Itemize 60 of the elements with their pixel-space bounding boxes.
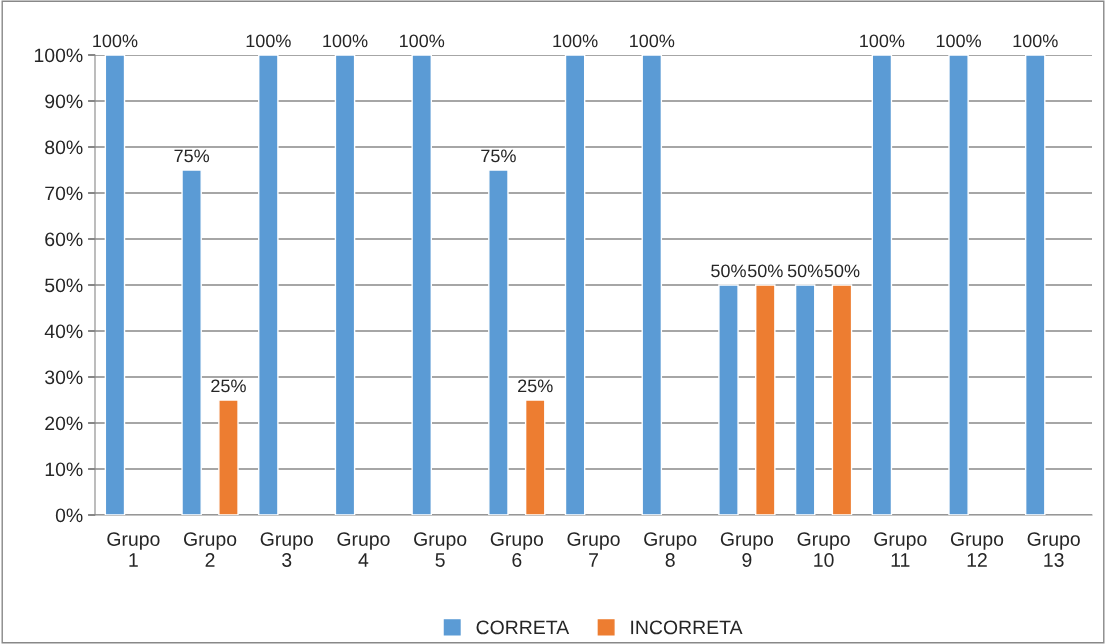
- bar: [871, 55, 893, 515]
- y-tick-label: 30%: [45, 370, 83, 385]
- data-label: 25%: [211, 379, 246, 393]
- bar: [948, 55, 969, 515]
- y-tick-label: 50%: [45, 278, 83, 293]
- bar: [1024, 55, 1046, 515]
- x-tick-label: Grupo 4: [337, 532, 390, 567]
- data-label: 50%: [824, 264, 860, 278]
- data-label: 50%: [711, 264, 746, 278]
- x-tick-label: Grupo 13: [1027, 532, 1080, 567]
- bar: [794, 284, 816, 515]
- bar: [104, 55, 126, 515]
- y-tick-label: 60%: [45, 232, 83, 247]
- bar: [524, 399, 546, 515]
- bar: [755, 284, 776, 515]
- data-label: 100%: [93, 34, 138, 48]
- y-tick-label: 40%: [44, 324, 83, 339]
- x-tick-label: Grupo 7: [567, 532, 620, 567]
- x-tick-label: Grupo 12: [950, 532, 1004, 567]
- bar: [181, 169, 202, 515]
- x-tick-label: Grupo 5: [414, 532, 467, 567]
- data-label: 100%: [936, 34, 981, 48]
- bar: [334, 55, 356, 515]
- data-label: 100%: [1013, 34, 1058, 48]
- y-tick-label: 20%: [45, 416, 83, 431]
- bar: [411, 55, 432, 515]
- data-label: 25%: [518, 379, 553, 393]
- bar: [488, 169, 509, 515]
- x-tick-label: Grupo 10: [797, 532, 850, 567]
- bar: [218, 399, 239, 515]
- data-label: 50%: [787, 264, 823, 278]
- data-label: 100%: [630, 34, 675, 48]
- data-label: 75%: [481, 149, 516, 163]
- bar: [258, 55, 279, 515]
- data-label: 75%: [174, 149, 210, 163]
- data-label: 100%: [553, 34, 598, 48]
- x-tick-label: Grupo 8: [644, 532, 697, 567]
- data-label: 100%: [400, 34, 445, 48]
- y-tick-label: 0%: [55, 508, 83, 523]
- x-tick-label: Grupo 3: [260, 532, 313, 567]
- bar: [564, 55, 586, 515]
- x-tick-label: Grupo 9: [720, 532, 774, 567]
- bar: [718, 284, 739, 515]
- data-label: 50%: [747, 264, 783, 278]
- y-tick-label: 100%: [34, 48, 83, 63]
- x-tick-label: Grupo 1: [107, 532, 160, 567]
- y-tick-label: 70%: [45, 186, 83, 201]
- x-tick-label: Grupo 11: [874, 532, 927, 567]
- y-tick-label: 90%: [45, 94, 83, 109]
- data-label: 100%: [860, 34, 905, 48]
- y-tick-label: 10%: [45, 462, 83, 477]
- y-tick-label: 80%: [45, 140, 83, 155]
- x-tick-label: Grupo 2: [184, 532, 237, 567]
- legend-label: INCORRETA: [631, 620, 743, 635]
- data-label: 100%: [246, 34, 291, 48]
- legend-label: CORRETA: [476, 620, 570, 635]
- data-label: 100%: [323, 34, 368, 48]
- bar: [831, 284, 853, 515]
- x-tick-label: Grupo 6: [490, 532, 544, 567]
- bar: [641, 55, 663, 515]
